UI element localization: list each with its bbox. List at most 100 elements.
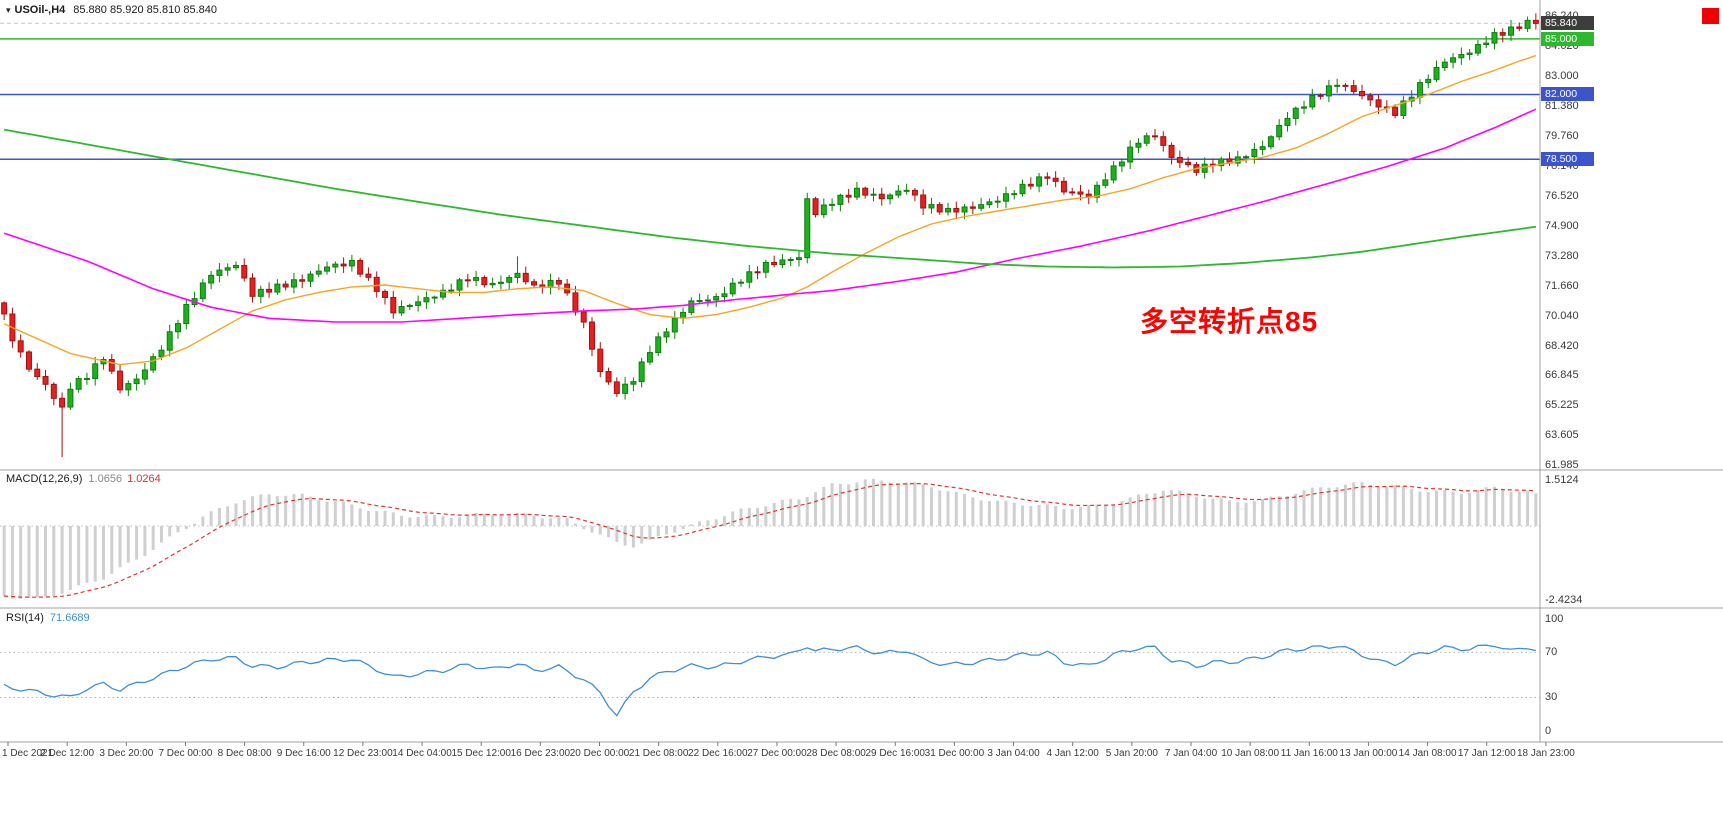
candle-body bbox=[580, 311, 587, 323]
time-axis-label: 13 Jan 00:00 bbox=[1339, 748, 1398, 759]
candle-body bbox=[1309, 94, 1316, 108]
candle-body bbox=[1334, 84, 1341, 87]
candle-body bbox=[1301, 106, 1308, 109]
candle-body bbox=[1201, 163, 1208, 173]
candle-body bbox=[713, 296, 720, 301]
candle-body bbox=[141, 369, 148, 380]
candle-body bbox=[166, 331, 173, 351]
candle-body bbox=[613, 381, 620, 394]
candle-body bbox=[1400, 100, 1407, 116]
candle-body bbox=[1143, 135, 1150, 144]
candle-body bbox=[878, 193, 885, 200]
price-axis-label: 68.420 bbox=[1545, 339, 1579, 352]
candle-body bbox=[1094, 184, 1101, 198]
candle-body bbox=[92, 363, 99, 379]
candle-body bbox=[216, 269, 223, 276]
candle-body bbox=[969, 206, 976, 209]
ma-line-slow-green bbox=[3, 128, 1537, 269]
candle-body bbox=[928, 204, 935, 209]
time-axis[interactable]: 1 Dec 2021 2 Dec 12:00 3 Dec 20:00 7 Dec 00… bbox=[0, 742, 1723, 770]
time-axis-label: 29 Dec 16:00 bbox=[865, 748, 926, 759]
candle-body bbox=[1350, 85, 1357, 92]
candle-body bbox=[373, 276, 380, 292]
candle-body bbox=[630, 381, 637, 385]
price-axis[interactable]: 86.24084.62083.00081.38079.76078.14076.5… bbox=[1540, 0, 1723, 742]
rsi-axis-label: 30 bbox=[1545, 691, 1558, 704]
candle-body bbox=[853, 187, 860, 198]
candle-body bbox=[299, 279, 306, 282]
candle-body bbox=[1499, 32, 1506, 36]
time-axis-label: 4 Jan 12:00 bbox=[1046, 748, 1099, 759]
candle-body bbox=[1259, 146, 1266, 150]
candle-body bbox=[59, 397, 66, 408]
candle-body bbox=[1135, 142, 1142, 148]
candle-body bbox=[1036, 176, 1043, 187]
candle-body bbox=[887, 194, 894, 200]
time-axis-label: 27 Dec 00:00 bbox=[747, 748, 807, 759]
candle-body bbox=[920, 194, 927, 209]
time-axis-label: 5 Jan 20:00 bbox=[1105, 748, 1158, 759]
time-axis-label: 14 Jan 08:00 bbox=[1398, 748, 1457, 759]
candle-body bbox=[274, 283, 281, 293]
ma-line-fast-orange bbox=[3, 54, 1537, 366]
price-axis-label: 71.660 bbox=[1545, 279, 1579, 292]
rsi-name: RSI(14) bbox=[6, 612, 44, 624]
current-price-badge: 85.840 bbox=[1541, 16, 1594, 31]
candle-body bbox=[241, 264, 248, 279]
candle-body bbox=[290, 279, 297, 288]
candle-body bbox=[572, 292, 579, 313]
symbol-name: USOil-,H4 bbox=[14, 4, 66, 16]
candle-body bbox=[1060, 180, 1067, 193]
candle-body bbox=[25, 351, 32, 370]
candle-body bbox=[638, 361, 645, 383]
symbol-menu-icon[interactable]: ▾ bbox=[6, 5, 11, 15]
candle-body bbox=[257, 288, 264, 297]
chart-title: ▾ USOil-,H4 85.880 85.920 85.810 85.840 bbox=[6, 4, 217, 16]
candle-body bbox=[1532, 19, 1539, 24]
candle-body bbox=[17, 340, 24, 353]
candle-body bbox=[1267, 136, 1274, 148]
macd-name: MACD(12,26,9) bbox=[6, 473, 83, 485]
candle-body bbox=[986, 201, 993, 206]
rsi-axis-label: 70 bbox=[1545, 646, 1558, 659]
macd-value-signal: 1.0264 bbox=[127, 473, 161, 485]
candle-body bbox=[1176, 156, 1183, 163]
candle-body bbox=[1292, 107, 1299, 119]
candle-body bbox=[1052, 177, 1059, 182]
macd-indicator-label: MACD(12,26,9) 1.0656 1.0264 bbox=[6, 473, 161, 485]
candle-body bbox=[1441, 61, 1448, 68]
candle-body bbox=[1284, 117, 1291, 126]
candle-body bbox=[398, 306, 405, 314]
candle-body bbox=[1077, 191, 1084, 195]
candle-body bbox=[1243, 156, 1250, 159]
candle-body bbox=[1, 302, 8, 315]
candle-body bbox=[431, 296, 438, 299]
price-axis-label: 70.040 bbox=[1545, 309, 1579, 322]
candle-body bbox=[232, 264, 239, 269]
candle-body bbox=[324, 266, 331, 272]
candle-body bbox=[680, 311, 687, 319]
candle-body bbox=[125, 383, 132, 391]
candle-body bbox=[406, 304, 413, 308]
candle-body bbox=[804, 198, 811, 259]
candle-body bbox=[862, 187, 869, 196]
price-axis-label: 65.225 bbox=[1545, 398, 1579, 411]
time-axis-label: 7 Jan 04:00 bbox=[1164, 748, 1218, 759]
candle-body bbox=[1367, 95, 1374, 101]
price-axis-label: 83.000 bbox=[1545, 69, 1579, 82]
time-axis-label: 15 Dec 12:00 bbox=[451, 748, 511, 759]
candle-body bbox=[1524, 19, 1531, 29]
time-axis-label: 16 Dec 23:00 bbox=[510, 748, 571, 759]
price-axis-label: 61.985 bbox=[1545, 458, 1579, 471]
time-axis-label: 2 Dec 12:00 bbox=[40, 748, 95, 759]
candle-body bbox=[746, 271, 753, 283]
candle-body bbox=[357, 260, 364, 275]
price-axis-label: 81.380 bbox=[1545, 99, 1579, 112]
candle-body bbox=[1491, 32, 1498, 44]
candle-body bbox=[1011, 193, 1018, 196]
time-axis-label: 7 Dec 00:00 bbox=[158, 748, 213, 759]
candle-body bbox=[870, 193, 877, 196]
time-axis-label: 1 Dec 2021 bbox=[2, 748, 54, 759]
